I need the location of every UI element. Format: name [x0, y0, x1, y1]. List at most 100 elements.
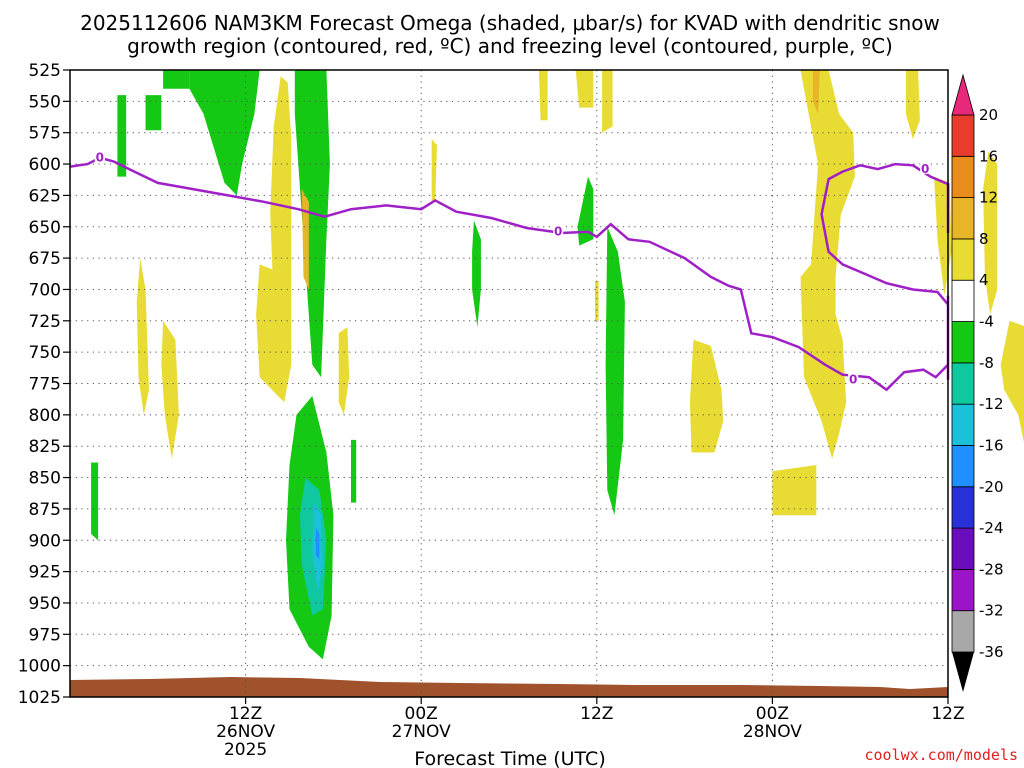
yellow-cell: [772, 465, 817, 516]
freezing-level-label: 0: [554, 225, 562, 239]
yellow-cell: [256, 264, 292, 403]
y-tick-label: 650: [29, 218, 61, 238]
yellow-cell: [431, 139, 437, 202]
y-tick-label: 975: [29, 625, 61, 645]
green-cell: [294, 70, 330, 378]
x-tick-date: 26NOV: [216, 722, 275, 742]
green-cell: [605, 226, 625, 516]
y-tick-label: 675: [29, 249, 61, 269]
colorbar-segment: [951, 238, 975, 281]
colorbar-level-label: -36: [979, 643, 1004, 661]
colorbar-level-label: -12: [979, 395, 1004, 413]
colorbar-level-label: -32: [979, 602, 1004, 620]
green-cell: [117, 95, 127, 177]
freezing-level-label: 0: [96, 151, 104, 165]
colorbar-segment: [951, 486, 975, 529]
freezing-label-bg: [553, 223, 564, 237]
grid-lines: [70, 69, 949, 698]
x-tick-label: 12Z: [580, 704, 613, 724]
y-tick-label: 700: [29, 280, 61, 300]
y-tick-label: 825: [29, 437, 61, 457]
yellow-cell: [905, 70, 920, 139]
yellow-cell: [800, 70, 855, 459]
orange-cell: [301, 189, 309, 290]
y-axis: 525 550 575 600 625 650 675 700 725 750 775 800 825 8…: [18, 61, 70, 708]
green-cell: [91, 462, 99, 541]
y-tick-label: 1025: [18, 688, 61, 708]
colorbar-level-label: 16: [979, 147, 998, 165]
colorbar-segment: [951, 527, 975, 570]
yellow-cell: [1000, 320, 1024, 443]
colorbar-level-label: 4: [979, 271, 989, 289]
yellow-cell: [983, 151, 998, 315]
colorbar-max-arrow: [951, 73, 975, 116]
colorbar-level-label: -20: [979, 478, 1004, 496]
y-tick-label: 725: [29, 312, 61, 332]
x-tick-label: 12Z: [229, 704, 262, 724]
colorbar-level-label: -16: [979, 436, 1004, 454]
y-tick-label: 800: [29, 406, 61, 426]
yellow-cell: [595, 280, 599, 321]
y-tick-label: 900: [29, 531, 61, 551]
freezing-level-label: 0: [849, 372, 857, 386]
x-tick-label: 00Z: [405, 704, 438, 724]
yellow-cell: [575, 70, 594, 108]
yellow-cell: [161, 320, 179, 459]
ground-surface: [70, 677, 948, 697]
orange-cell: [812, 70, 820, 114]
colorbar-segment: [951, 568, 975, 612]
colorbar-level-label: -4: [979, 313, 994, 331]
colorbar-segment: [951, 445, 975, 488]
x-axis-title: Forecast Time (UTC): [414, 748, 605, 768]
freezing-label-bg: [920, 160, 931, 174]
omega-shaded-regions: [91, 70, 1024, 660]
colorbar-segment: [951, 279, 975, 322]
colorbar-segment: [951, 610, 975, 653]
colorbar-min-arrow: [952, 652, 974, 692]
colorbar-segment: [951, 197, 975, 240]
y-tick-label: 875: [29, 500, 61, 520]
colorbar-segment: [951, 321, 975, 364]
green-cell: [163, 70, 190, 89]
yellow-cell: [538, 70, 548, 121]
x-tick-date: 28NOV: [743, 722, 802, 742]
y-tick-label: 600: [29, 155, 61, 175]
freezing-label-bg: [848, 371, 859, 385]
colorbar-level-label: 20: [979, 106, 998, 124]
yellow-cell: [136, 258, 149, 415]
y-tick-label: 625: [29, 186, 61, 206]
x-tick-year: 2025: [224, 740, 267, 760]
y-tick-label: 525: [29, 61, 61, 81]
colorbar-level-label: -28: [979, 560, 1004, 578]
x-tick-label: 00Z: [756, 704, 789, 724]
green-cell: [577, 176, 594, 246]
plot-area: 00000: [69, 69, 1024, 698]
colorbar-level-label: 8: [979, 230, 989, 248]
y-tick-label: 850: [29, 469, 61, 489]
freezing-level-label: 0: [921, 162, 929, 176]
credit-text: coolwx.com/models: [864, 746, 1018, 764]
colorbar: -36 -32 -28 -24 -20 -16 -12 -8 -4 4 8 12 16 20: [951, 73, 1004, 692]
green-cell: [472, 220, 481, 328]
green-cell: [351, 439, 357, 503]
yellow-cell: [270, 76, 292, 315]
x-tick-label: 12Z: [931, 704, 964, 724]
blue-cell: [315, 527, 320, 560]
green-cell: [145, 95, 162, 131]
yellow-cell: [689, 339, 724, 453]
yellow-cell: [602, 70, 613, 133]
y-tick-label: 575: [29, 124, 61, 144]
x-tick-date: 27NOV: [392, 722, 451, 742]
colorbar-segment: [951, 155, 975, 199]
yellow-cell: [338, 327, 350, 415]
colorbar-level-label: -8: [979, 354, 994, 372]
colorbar-segment: [951, 114, 975, 157]
freezing-level-contour: [69, 156, 950, 392]
y-tick-label: 925: [29, 563, 61, 583]
chart-title-line1: 2025112606 NAM3KM Forecast Omega (shaded…: [80, 11, 940, 35]
colorbar-level-label: 12: [979, 189, 998, 207]
colorbar-segment: [951, 403, 975, 446]
y-tick-label: 550: [29, 92, 61, 112]
y-tick-label: 1000: [18, 657, 61, 677]
